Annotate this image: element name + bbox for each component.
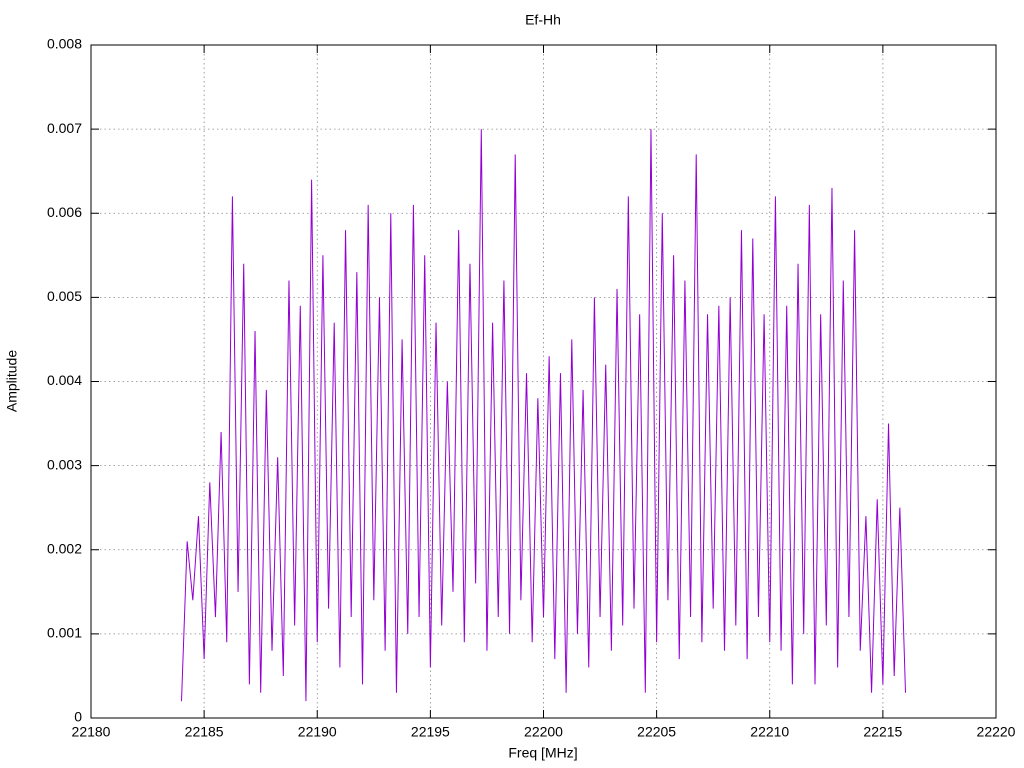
y-tick-label: 0 — [74, 709, 82, 725]
x-tick-label: 22220 — [977, 724, 1016, 740]
y-tick-label: 0.003 — [47, 456, 82, 472]
y-tick-label: 0.005 — [47, 288, 82, 304]
x-tick-label: 22200 — [524, 724, 563, 740]
x-tick-label: 22180 — [72, 724, 111, 740]
y-tick-label: 0.007 — [47, 120, 82, 136]
x-tick-label: 22215 — [863, 724, 902, 740]
x-tick-label: 22205 — [637, 724, 676, 740]
x-tick-label: 22195 — [411, 724, 450, 740]
x-tick-label: 22210 — [750, 724, 789, 740]
x-tick-label: 22185 — [185, 724, 224, 740]
chart-title: Ef-Hh — [525, 12, 561, 28]
y-tick-label: 0.001 — [47, 625, 82, 641]
y-tick-label: 0.002 — [47, 540, 82, 556]
x-axis-label: Freq [MHz] — [508, 745, 577, 761]
y-tick-label: 0.004 — [47, 372, 82, 388]
plot-border — [90, 44, 997, 719]
y-tick-label: 0.008 — [47, 36, 82, 52]
y-tick-label: 0.006 — [47, 204, 82, 220]
x-tick-label: 22190 — [298, 724, 337, 740]
y-axis-label: Amplitude — [4, 350, 20, 412]
data-line — [181, 129, 906, 702]
